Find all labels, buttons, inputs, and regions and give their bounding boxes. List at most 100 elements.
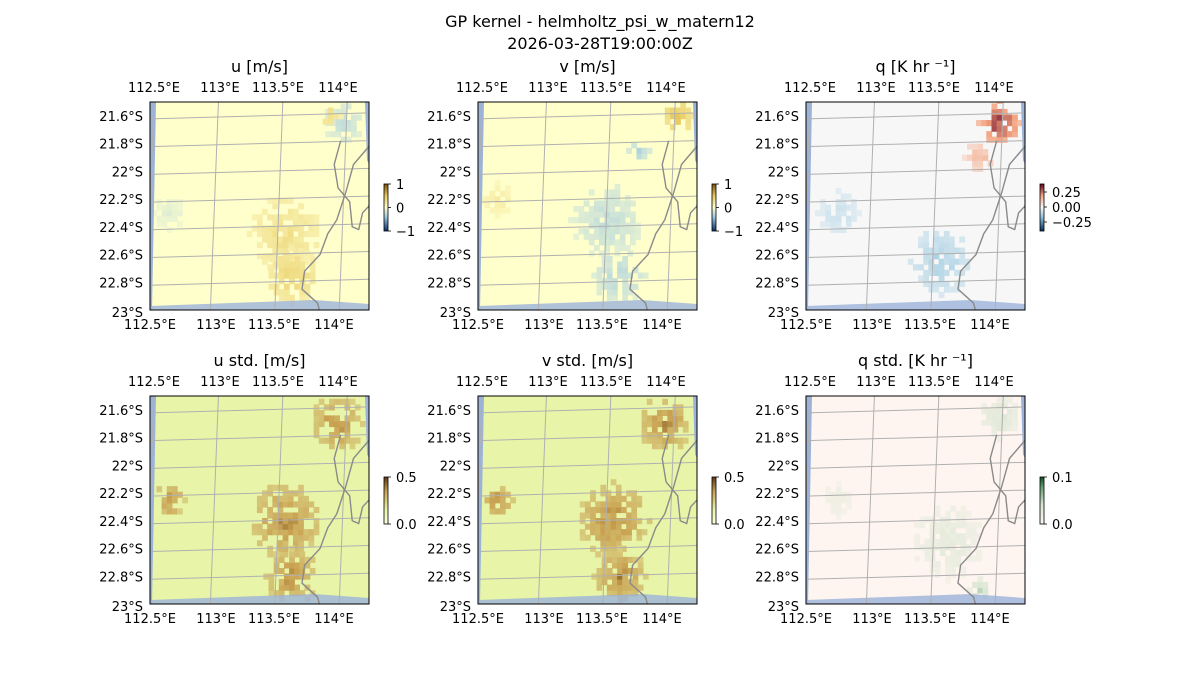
- gridline-lon: [865, 396, 875, 604]
- panel-title: v std. [m/s]: [542, 351, 633, 370]
- gridline-lat: [806, 251, 1025, 259]
- y-tick-label: 21.6°S: [755, 404, 799, 419]
- gridline-lon: [150, 396, 155, 514]
- gridline-lon: [274, 102, 284, 310]
- coastline-west: [957, 439, 1025, 604]
- colorbar-bar: [1039, 183, 1045, 232]
- panel-title: u [m/s]: [231, 57, 288, 76]
- x-tick-label-top: 112.5°E: [456, 375, 508, 390]
- coastline-west: [629, 439, 697, 604]
- y-tick-label: 22.8°S: [99, 276, 143, 291]
- x-tick-label-top: 113.5°E: [252, 81, 304, 96]
- figure-title: GP kernel - helmholtz_psi_w_matern12: [445, 12, 755, 31]
- colorbar-tick-label: 0.0: [1052, 518, 1073, 533]
- colorbar-bar: [1039, 476, 1045, 525]
- y-tick-label: 22.2°S: [427, 193, 471, 208]
- y-tick-label: 23°S: [440, 600, 471, 615]
- x-tick-label-bottom: 113.5°E: [576, 318, 628, 333]
- gridline-lat: [150, 517, 369, 525]
- y-tick-label: 22.4°S: [99, 515, 143, 530]
- x-tick-label-top: 113.5°E: [580, 81, 632, 96]
- x-tick-label-top: 113°E: [200, 81, 240, 96]
- colorbar-tick-label: 0.0: [724, 518, 745, 533]
- x-tick-label-top: 114°E: [646, 81, 686, 96]
- x-tick-label-bottom: 112.5°E: [452, 318, 504, 333]
- gridline-lat: [478, 251, 697, 259]
- figure-timestamp: 2026-03-28T19:00:00Z: [507, 34, 693, 53]
- x-tick-label-bottom: 114°E: [314, 318, 354, 333]
- y-tick-label: 22.2°S: [755, 193, 799, 208]
- gridline-lat: [478, 223, 697, 231]
- colorbar-bar: [383, 183, 389, 232]
- gridline-lat: [478, 167, 697, 175]
- colorbar-tick-label: 0.5: [724, 471, 745, 486]
- ocean-edge-right: [1021, 396, 1025, 459]
- gridline-lat: [478, 434, 697, 442]
- y-tick-label: 22.2°S: [99, 487, 143, 502]
- y-tick-label: 22.8°S: [755, 276, 799, 291]
- x-tick-label-bottom: 112.5°E: [452, 612, 504, 627]
- coastline-gulf: [333, 434, 369, 525]
- y-tick-label: 22°S: [440, 459, 471, 474]
- x-tick-label-top: 114°E: [318, 375, 358, 390]
- gridline-lat: [806, 572, 1025, 580]
- y-tick-label: 22.6°S: [427, 249, 471, 264]
- y-tick-label: 22.6°S: [755, 249, 799, 264]
- gridline-lon: [806, 102, 811, 220]
- ocean-edge-right: [365, 102, 369, 165]
- x-tick-label-top: 114°E: [974, 81, 1014, 96]
- gridline-lat: [806, 112, 1025, 120]
- y-tick-label: 23°S: [440, 306, 471, 321]
- panel-u: u [m/s]112.5°E112.5°E113°E113°E113.5°E11…: [99, 57, 415, 333]
- x-tick-label-bottom: 113°E: [196, 612, 236, 627]
- y-tick-label: 22.8°S: [755, 570, 799, 585]
- gridline-lon: [478, 396, 483, 514]
- gridline-lat: [150, 278, 369, 286]
- gridline-lat: [478, 517, 697, 525]
- y-tick-label: 22.4°S: [99, 221, 143, 236]
- ocean-edge-right: [693, 102, 697, 165]
- x-tick-label-bottom: 113°E: [852, 612, 892, 627]
- gridline-lat: [806, 223, 1025, 231]
- y-tick-label: 22.6°S: [99, 543, 143, 558]
- gridline-lat: [478, 195, 697, 203]
- ocean-edge-right: [365, 396, 369, 459]
- panel-title: q std. [K hr ⁻¹]: [858, 351, 973, 370]
- colorbar: 0.250.00−0.25: [1039, 183, 1092, 232]
- map-area: [806, 396, 1025, 604]
- colorbar-tick-label: 0: [724, 202, 732, 217]
- y-tick-label: 22.2°S: [755, 487, 799, 502]
- y-tick-label: 22.6°S: [755, 543, 799, 558]
- y-tick-label: 22°S: [112, 165, 143, 180]
- x-tick-label-top: 112.5°E: [128, 81, 180, 96]
- gridline-lat: [478, 278, 697, 286]
- colorbar-tick-label: 0.5: [396, 471, 417, 486]
- coastline-west: [301, 439, 369, 604]
- y-tick-label: 23°S: [768, 306, 799, 321]
- x-tick-label-bottom: 113°E: [196, 318, 236, 333]
- map-area: [478, 396, 697, 604]
- gridline-lat: [150, 434, 369, 442]
- ocean-edge-right: [1021, 102, 1025, 165]
- x-tick-label-bottom: 113.5°E: [904, 612, 956, 627]
- y-tick-label: 21.6°S: [427, 110, 471, 125]
- gridline-lat: [150, 195, 369, 203]
- gridline-lat: [150, 140, 369, 148]
- coastline-west: [957, 145, 1025, 310]
- colorbar: 0.5 0.0: [383, 471, 417, 533]
- x-tick-label-top: 114°E: [646, 375, 686, 390]
- x-tick-label-bottom: 114°E: [970, 612, 1010, 627]
- gridline-lat: [806, 167, 1025, 175]
- map-area: [150, 396, 369, 604]
- x-tick-label-top: 112.5°E: [784, 375, 836, 390]
- gridline-lat: [150, 112, 369, 120]
- x-tick-label-top: 113.5°E: [580, 375, 632, 390]
- gridline-lat: [478, 140, 697, 148]
- x-tick-label-bottom: 114°E: [314, 612, 354, 627]
- gridline-lat: [478, 406, 697, 414]
- gridline-lat: [806, 434, 1025, 442]
- map-area: [478, 102, 697, 310]
- ocean-edge-bottom: [150, 300, 369, 310]
- y-tick-label: 22.4°S: [755, 515, 799, 530]
